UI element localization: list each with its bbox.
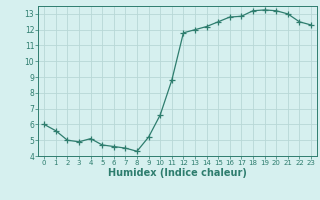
X-axis label: Humidex (Indice chaleur): Humidex (Indice chaleur) (108, 168, 247, 178)
